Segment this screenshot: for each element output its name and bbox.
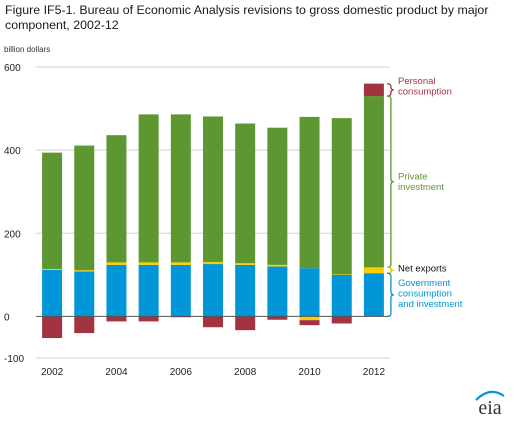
bar-segment	[138, 114, 159, 263]
personal-bracket	[386, 82, 394, 97]
bar-segment	[138, 316, 159, 322]
bar-segment	[267, 266, 288, 317]
y-tick-label: 600	[4, 63, 21, 74]
y-tick-labels: 600 400 200 0 -100	[4, 63, 24, 365]
y-axis-unit-label: billion dollars	[4, 45, 50, 54]
x-tick-label: 2010	[298, 367, 321, 378]
bar-segment	[299, 268, 320, 317]
bar-segment	[138, 262, 159, 265]
bar-segment	[363, 267, 384, 274]
bar-segment	[363, 273, 384, 317]
bar-segment	[42, 269, 63, 317]
x-tick-label: 2004	[105, 367, 128, 378]
y-tick-label: -100	[4, 354, 24, 365]
bar-segment	[235, 316, 256, 331]
bar-segment	[170, 114, 191, 263]
bar-segment	[363, 96, 384, 268]
personal-consumption-label: Personal consumption	[398, 76, 452, 98]
bar-segment	[363, 83, 384, 97]
eia-logo: eia	[475, 390, 505, 418]
bar-segment	[299, 116, 320, 269]
government-bracket	[386, 272, 394, 318]
bar-segment	[74, 271, 95, 317]
annotations: Personal consumption Private investment Net …	[386, 76, 463, 318]
bar-segment	[235, 263, 256, 265]
net-exports-label: Net exports	[398, 263, 447, 274]
logo-text: eia	[478, 397, 501, 418]
bar-segment	[235, 123, 256, 264]
bar-segment	[299, 316, 320, 321]
bar-segment	[267, 316, 288, 320]
bar-segment	[203, 264, 223, 317]
logo-arc-icon	[475, 390, 505, 401]
bar-segment	[170, 262, 191, 265]
bar-segment	[203, 316, 223, 328]
bar-segment	[74, 270, 95, 272]
x-tick-label: 2012	[363, 367, 386, 378]
bar-segment	[106, 264, 127, 317]
bar-segment	[331, 274, 352, 275]
y-tick-label: 0	[4, 312, 10, 323]
net-exports-bracket	[386, 266, 394, 274]
bar-segment	[74, 316, 95, 334]
bar-segment	[106, 135, 127, 263]
bar-segment	[74, 145, 95, 271]
bar-segment	[106, 316, 127, 322]
x-tick-label: 2008	[234, 367, 257, 378]
x-tick-label: 2002	[41, 367, 64, 378]
y-tick-label: 200	[4, 229, 21, 240]
bar-segment	[267, 264, 288, 267]
bar-segment	[331, 118, 352, 275]
bar-segment	[299, 320, 320, 326]
bar-segment	[267, 127, 288, 265]
private-bracket	[386, 95, 394, 269]
bar-segment	[138, 264, 159, 317]
bars	[42, 83, 384, 339]
bar-segment	[42, 316, 63, 339]
bar-segment	[42, 152, 63, 270]
private-investment-label: Private investment	[398, 172, 444, 194]
government-label: Government consumption and investment	[398, 278, 463, 310]
bar-segment	[203, 116, 223, 262]
bar-segment	[203, 261, 223, 265]
x-tick-labels: 2002 2004 2006 2008 2010 2012	[41, 367, 386, 378]
x-tick-label: 2006	[170, 367, 193, 378]
bar-segment	[106, 262, 127, 265]
y-tick-label: 400	[4, 146, 21, 157]
chart-title: Figure IF5-1. Bureau of Economic Analysi…	[5, 3, 489, 32]
bar-segment	[331, 316, 352, 324]
bar-segment	[170, 264, 191, 317]
bar-segment	[331, 274, 352, 317]
bar-segment	[42, 269, 63, 270]
bar-segment	[235, 264, 256, 317]
